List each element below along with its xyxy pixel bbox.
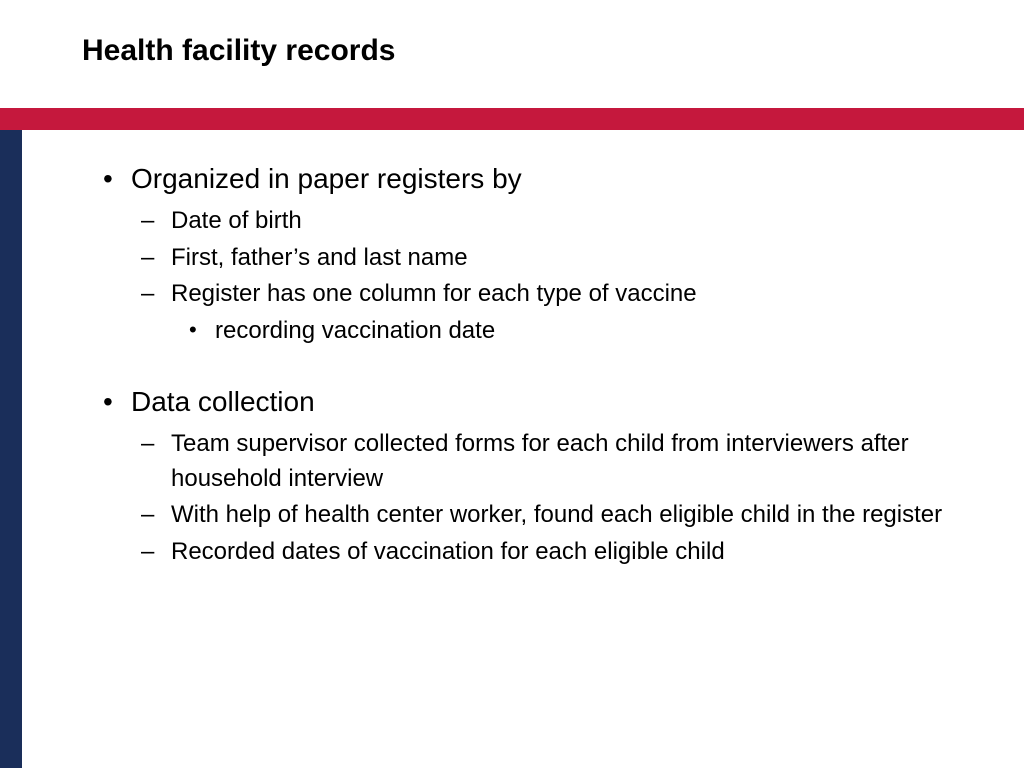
bullet-text: Register has one column for each type of…: [171, 280, 697, 307]
bullet-list-level3: recording vaccination date: [171, 314, 955, 349]
list-item: Organized in paper registers by Date of …: [95, 160, 955, 349]
bullet-text: Organized in paper registers by: [131, 163, 522, 194]
content-area: Organized in paper registers by Date of …: [95, 160, 955, 574]
list-item: Date of birth: [131, 204, 955, 239]
list-item: Recorded dates of vaccination for each e…: [131, 535, 955, 570]
list-item: First, father’s and last name: [131, 241, 955, 276]
bullet-text: Team supervisor collected forms for each…: [171, 430, 909, 492]
list-item: Data collection Team supervisor collecte…: [95, 383, 955, 570]
bullet-text: Recorded dates of vaccination for each e…: [171, 538, 725, 565]
accent-bar-blue: [0, 130, 22, 768]
bullet-list-level2: Team supervisor collected forms for each…: [131, 427, 955, 570]
list-item: Register has one column for each type of…: [131, 277, 955, 349]
slide: Health facility records Organized in pap…: [0, 0, 1024, 768]
accent-bar-red: [0, 108, 1024, 130]
bullet-list-level1: Organized in paper registers by Date of …: [95, 160, 955, 570]
bullet-list-level2: Date of birth First, father’s and last n…: [131, 204, 955, 349]
slide-title: Health facility records: [82, 34, 1024, 68]
bullet-text: Data collection: [131, 386, 315, 417]
bullet-text: First, father’s and last name: [171, 244, 468, 271]
list-item: With help of health center worker, found…: [131, 498, 955, 533]
list-item: recording vaccination date: [171, 314, 955, 349]
title-area: Health facility records: [0, 0, 1024, 68]
bullet-text: With help of health center worker, found…: [171, 501, 942, 528]
list-item: Team supervisor collected forms for each…: [131, 427, 955, 497]
bullet-text: recording vaccination date: [215, 317, 495, 344]
bullet-text: Date of birth: [171, 207, 302, 234]
spacer: [95, 353, 955, 383]
